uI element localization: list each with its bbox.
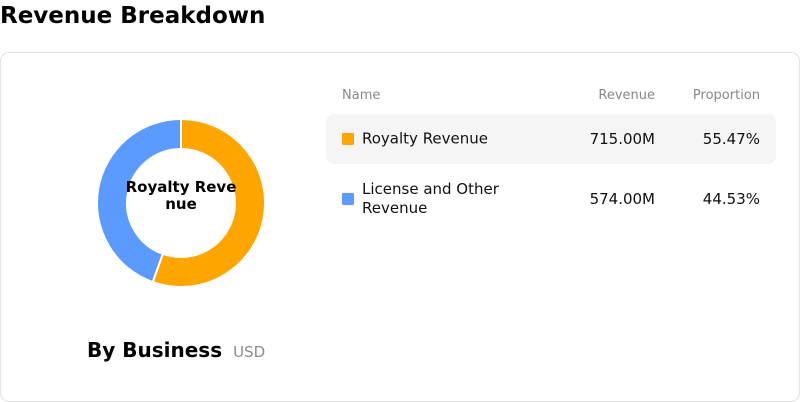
donut-slice-license-and-other-revenue[interactable]: [96, 117, 182, 284]
chart-unit: USD: [233, 343, 266, 361]
table-row-royalty-revenue[interactable]: Royalty Revenue 715.00M 55.47%: [326, 114, 776, 164]
page-title: Revenue Breakdown: [0, 3, 266, 29]
legend-swatch-license: [342, 193, 354, 205]
chart-title: By Business: [87, 338, 223, 362]
row-name: License and Other Revenue: [362, 180, 499, 217]
table-row-license-revenue[interactable]: License and Other Revenue 574.00M 44.53%: [326, 174, 776, 224]
donut-chart: Royalty Revenue: [91, 113, 271, 293]
revenue-card: Royalty Revenue By Business USD Name Rev…: [0, 52, 800, 402]
row-name: Royalty Revenue: [362, 129, 489, 148]
donut-slice-royalty-revenue[interactable]: [151, 117, 266, 288]
legend-swatch-royalty: [342, 133, 354, 145]
row-proportion: 55.47%: [702, 130, 760, 148]
header-revenue: Revenue: [598, 88, 655, 103]
donut-center-label: Royalty Revenue: [125, 178, 237, 213]
chart-footer: By Business USD: [87, 337, 265, 365]
breakdown-table: Name Revenue Proportion Royalty Revenue …: [326, 83, 776, 224]
header-name: Name: [342, 88, 381, 103]
table-header: Name Revenue Proportion: [326, 83, 776, 108]
row-revenue: 715.00M: [589, 130, 655, 148]
row-proportion: 44.53%: [702, 190, 760, 208]
donut-svg: [96, 117, 266, 288]
header-proportion: Proportion: [692, 88, 760, 103]
row-revenue: 574.00M: [589, 190, 655, 208]
